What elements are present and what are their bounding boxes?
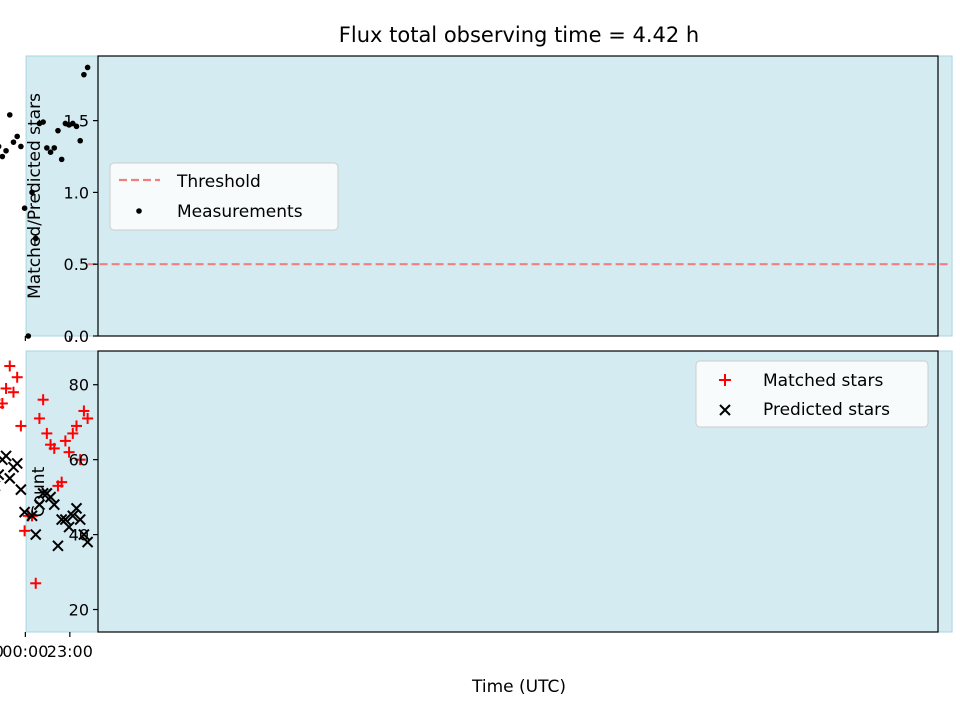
measurement-point-9 bbox=[51, 145, 58, 151]
predicted-stars-points bbox=[0, 450, 94, 552]
matched-point-18 bbox=[15, 420, 27, 432]
top-legend: Threshold Measurements bbox=[109, 162, 339, 231]
predicted-point-13 bbox=[33, 498, 46, 511]
matched-point-2 bbox=[74, 454, 86, 466]
bottom-legend-box bbox=[695, 360, 929, 428]
matched-point-8 bbox=[52, 480, 64, 492]
measurement-point-11 bbox=[44, 145, 50, 151]
matched-point-10 bbox=[45, 439, 57, 451]
matched-point-20 bbox=[7, 386, 19, 398]
measurement-point-24 bbox=[0, 144, 2, 149]
x-axis-label: Time (UTC) bbox=[471, 677, 566, 697]
x-tick-label-2: 01:00 bbox=[0, 642, 4, 661]
measurement-point-1 bbox=[81, 71, 87, 78]
predicted-point-23 bbox=[0, 468, 5, 481]
x-tick-label-0: 23:00 bbox=[47, 642, 93, 661]
matched-point-14 bbox=[30, 577, 42, 589]
measurement-point-14 bbox=[32, 235, 39, 242]
measurement-point-6 bbox=[62, 120, 69, 127]
matched-point-5 bbox=[63, 446, 75, 458]
measurement-point-10 bbox=[47, 149, 54, 156]
legend-measurements-swatch bbox=[136, 208, 142, 214]
predicted-point-3 bbox=[70, 502, 83, 515]
predicted-point-6 bbox=[59, 513, 72, 526]
predicted-point-22 bbox=[0, 453, 9, 466]
measurement-point-16 bbox=[25, 333, 32, 339]
bottom-y-axis-label: Count bbox=[29, 466, 49, 517]
y-tick-label-3: 1.5 bbox=[64, 112, 89, 131]
predicted-point-7 bbox=[55, 513, 68, 526]
measurement-point-18 bbox=[18, 143, 24, 150]
top-axes-frame bbox=[97, 55, 939, 337]
matched-point-19 bbox=[11, 371, 23, 383]
matched-point-11 bbox=[41, 427, 53, 439]
measurement-point-13 bbox=[36, 120, 43, 127]
bottom-legend: Matched stars Predicted stars bbox=[695, 360, 929, 428]
y-tick-label-1: 40 bbox=[69, 526, 89, 545]
measurement-point-0 bbox=[84, 64, 91, 71]
x-tick-label-1: 00:00 bbox=[2, 642, 48, 661]
predicted-point-20 bbox=[4, 472, 16, 485]
chart-title: Flux total observing time = 4.42 h bbox=[339, 23, 699, 47]
legend-predicted-label: Predicted stars bbox=[763, 400, 890, 420]
top-x-ticks bbox=[24, 336, 71, 341]
matched-point-17 bbox=[19, 525, 31, 537]
matched-point-0 bbox=[82, 412, 94, 424]
legend-measurements-label: Measurements bbox=[177, 202, 303, 222]
measurement-point-19 bbox=[14, 133, 20, 140]
y-tick-label-0: 0.0 bbox=[64, 327, 89, 346]
predicted-point-4 bbox=[67, 510, 79, 522]
legend-threshold-label: Threshold bbox=[176, 172, 261, 192]
predicted-point-19 bbox=[7, 461, 20, 473]
bottom-y-axis: 20 40 60 80 bbox=[69, 376, 98, 620]
measurement-point-7 bbox=[58, 156, 65, 163]
predicted-point-11 bbox=[41, 487, 53, 500]
predicted-point-15 bbox=[26, 510, 38, 522]
matched-stars-points bbox=[0, 360, 94, 589]
y-tick-label-3: 80 bbox=[69, 376, 89, 395]
top-panel: 0.0 0.5 1.0 1.5 Matched/Predicted stars Thr… bbox=[0, 55, 953, 346]
top-y-axis: 0.0 0.5 1.0 1.5 bbox=[64, 112, 98, 346]
predicted-point-17 bbox=[15, 483, 27, 496]
bottom-axes-frame bbox=[97, 350, 939, 633]
measurement-point-20 bbox=[10, 139, 17, 145]
y-tick-label-0: 20 bbox=[69, 601, 89, 620]
measurement-point-2 bbox=[77, 137, 84, 144]
matched-point-13 bbox=[33, 412, 45, 424]
measurement-point-23 bbox=[0, 153, 6, 160]
top-legend-box bbox=[109, 162, 339, 231]
matched-point-24 bbox=[0, 406, 5, 409]
predicted-point-8 bbox=[52, 540, 64, 552]
y-tick-label-2: 60 bbox=[69, 451, 89, 470]
predicted-point-9 bbox=[48, 498, 60, 511]
top-y-axis-label: Matched/Predicted stars bbox=[25, 93, 45, 299]
y-tick-label-2: 1.0 bbox=[64, 183, 89, 202]
measurement-point-21 bbox=[6, 112, 13, 118]
predicted-point-12 bbox=[37, 487, 49, 500]
measurement-points bbox=[0, 64, 91, 339]
legend-matched-swatch bbox=[719, 374, 731, 386]
matched-point-22 bbox=[0, 382, 12, 394]
legend-predicted-swatch bbox=[719, 404, 731, 416]
matched-point-1 bbox=[78, 405, 90, 417]
matched-point-21 bbox=[4, 360, 16, 372]
predicted-point-14 bbox=[30, 528, 42, 541]
matched-point-3 bbox=[70, 420, 82, 432]
measurement-point-22 bbox=[3, 147, 9, 154]
measurement-point-15 bbox=[29, 189, 35, 196]
measurement-point-8 bbox=[55, 127, 61, 134]
predicted-point-0 bbox=[81, 536, 94, 548]
measurement-point-17 bbox=[21, 205, 28, 212]
predicted-point-16 bbox=[18, 506, 31, 518]
y-tick-label-1: 0.5 bbox=[64, 255, 89, 274]
predicted-point-1 bbox=[78, 528, 90, 541]
matched-point-4 bbox=[67, 427, 79, 439]
legend-matched-label: Matched stars bbox=[763, 371, 883, 391]
predicted-point-2 bbox=[74, 513, 86, 526]
matched-point-12 bbox=[37, 394, 49, 406]
matched-point-6 bbox=[59, 435, 71, 447]
